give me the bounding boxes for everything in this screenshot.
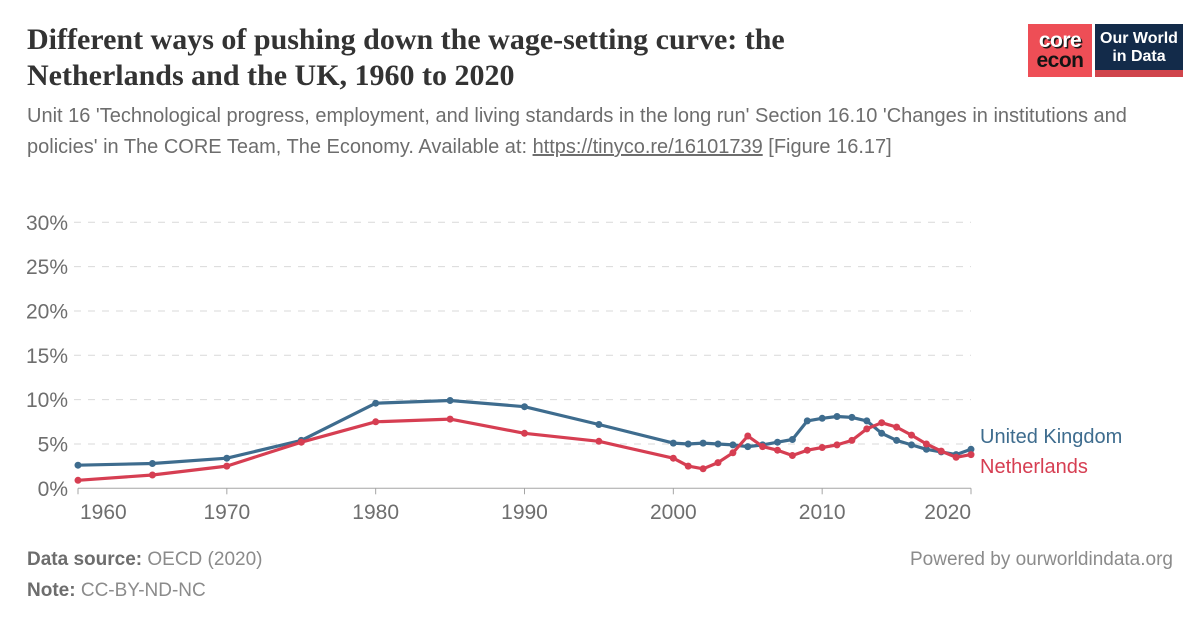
data-point [744,443,752,451]
data-point [595,421,603,428]
data-point [521,403,528,411]
series-line-netherlands [76,417,973,482]
data-point [148,460,156,467]
data-point [878,419,886,427]
data-source-value: OECD (2020) [142,549,263,570]
data-point [729,441,737,449]
y-tick-label: 15% [26,345,68,368]
data-point [833,413,841,420]
data-point [878,429,886,437]
data-point [803,446,811,454]
y-tick-label: 10% [26,389,68,412]
data-point [759,443,767,451]
page-title: Different ways of pushing down the wage-… [27,23,785,92]
data-point [297,438,305,446]
data-point [967,445,975,453]
data-point [595,437,603,445]
data-source-label: Data source: [27,549,143,570]
data-point [372,418,380,426]
data-point [148,471,156,479]
data-point [833,441,841,449]
data-point [952,453,960,461]
x-tick-label: 1970 [203,501,250,524]
owid-logo-line1: Our World [1100,30,1178,47]
data-point [521,429,528,437]
core-logo-line1: core [1038,28,1082,52]
data-point [446,397,454,404]
x-tick-label: 1960 [80,501,127,524]
data-point [863,425,871,433]
data-point [908,431,915,439]
x-tick-label: 2020 [924,501,971,524]
data-point [684,462,692,470]
y-tick-label: 0% [38,478,68,501]
data-point [967,451,975,459]
x-tick-label: 1980 [352,501,399,524]
data-point [818,414,826,422]
data-point [848,436,856,444]
y-tick-label: 25% [26,256,68,279]
series-label-netherlands: Netherlands [980,456,1088,478]
data-point [74,476,82,484]
data-point [669,454,677,462]
data-point [893,423,901,431]
data-point [223,462,231,470]
data-point [699,439,707,447]
core-econ-logo: core econ [1028,24,1092,77]
data-point [788,452,796,459]
data-point [744,432,752,440]
data-point [684,440,692,448]
data-point [446,415,454,423]
core-logo-line2: econ [1036,48,1084,72]
note-label: Note: [27,580,76,601]
owid-logo-line2: in Data [1112,48,1166,65]
y-tick-label: 5% [38,433,68,456]
owid-logo-red-bar [1095,70,1183,77]
data-point [729,449,737,457]
subtitle-text-before: Unit 16 'Technological progress, employm… [27,105,1127,158]
data-source-row: Data source: OECD (2020) [27,549,262,571]
subtitle-link[interactable]: https://tinyco.re/16101739 [532,136,763,158]
data-point [848,413,856,421]
data-point [774,438,781,446]
data-point [699,465,707,473]
subtitle-text-after: [Figure 16.17] [762,136,892,158]
note-row: Note: CC-BY-ND-NC [27,580,206,602]
data-point [893,436,901,444]
data-point [803,417,811,425]
data-point [818,444,826,451]
x-tick-label: 2010 [799,501,846,524]
data-point [788,436,796,443]
data-point [922,445,930,453]
y-tick-label: 30% [26,212,68,235]
logo-group: core econ Our World in Data [1028,24,1183,77]
x-tick-label: 1990 [501,501,548,524]
data-point [937,447,945,455]
data-point [714,459,722,467]
owid-logo: Our World in Data [1095,24,1183,77]
data-point [372,399,380,407]
data-point [669,439,677,447]
data-point [714,440,722,448]
x-tick-label: 2000 [650,501,697,524]
y-tick-label: 20% [26,300,68,323]
data-point [774,446,781,454]
series-label-united-kingdom: United Kingdom [980,426,1123,448]
data-point [863,417,871,425]
note-value: CC-BY-ND-NC [75,580,206,601]
powered-by-link[interactable]: Powered by ourworldindata.org [910,549,1173,570]
chart-subtitle: Unit 16 'Technological progress, employm… [27,101,1173,163]
data-point [908,441,915,449]
data-point [223,454,231,462]
data-point [74,461,82,469]
data-point [922,440,930,448]
